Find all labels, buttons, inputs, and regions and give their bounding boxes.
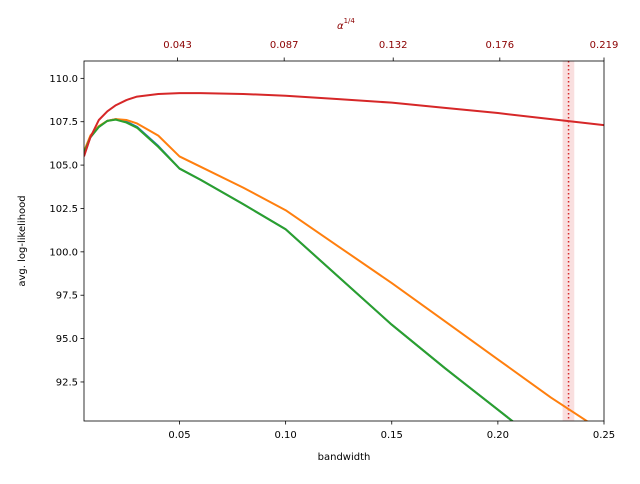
y-axis-label: avg. log-likelihood (17, 195, 28, 286)
plot-area (84, 61, 604, 421)
x-tick-label: 0.20 (487, 430, 509, 441)
series-line (84, 92, 604, 157)
x-tick-label: 0.15 (381, 430, 403, 441)
series-line (84, 118, 514, 421)
y-tick-label: 110.0 (49, 74, 78, 85)
x2-axis-label: α1/4 (337, 17, 355, 32)
series-line (84, 118, 589, 421)
y-tick-label: 107.5 (49, 117, 78, 128)
series-line (84, 118, 514, 421)
y-tick-label: 97.5 (56, 291, 78, 302)
x2-tick-label: 0.132 (379, 40, 408, 51)
x2-tick-label: 0.043 (163, 40, 192, 51)
x2-tick-label: 0.176 (485, 40, 514, 51)
x-axis-label: bandwidth (318, 452, 371, 463)
x2-label-base: α (337, 21, 344, 32)
y-tick-label: 92.5 (56, 377, 78, 388)
x2-label-exponent: 1/4 (344, 17, 356, 25)
y-tick-label: 100.0 (49, 247, 78, 258)
x-tick-label: 0.25 (593, 430, 615, 441)
x-tick-label: 0.10 (274, 430, 296, 441)
x2-tick-label: 0.087 (270, 40, 299, 51)
y-tick-label: 105.0 (49, 161, 78, 172)
y-tick-label: 95.0 (56, 334, 78, 345)
y-tick-label: 102.5 (49, 204, 78, 215)
x2-tick-label: 0.219 (590, 40, 619, 51)
axes-frame (83, 60, 605, 422)
x-tick-label: 0.05 (168, 430, 190, 441)
